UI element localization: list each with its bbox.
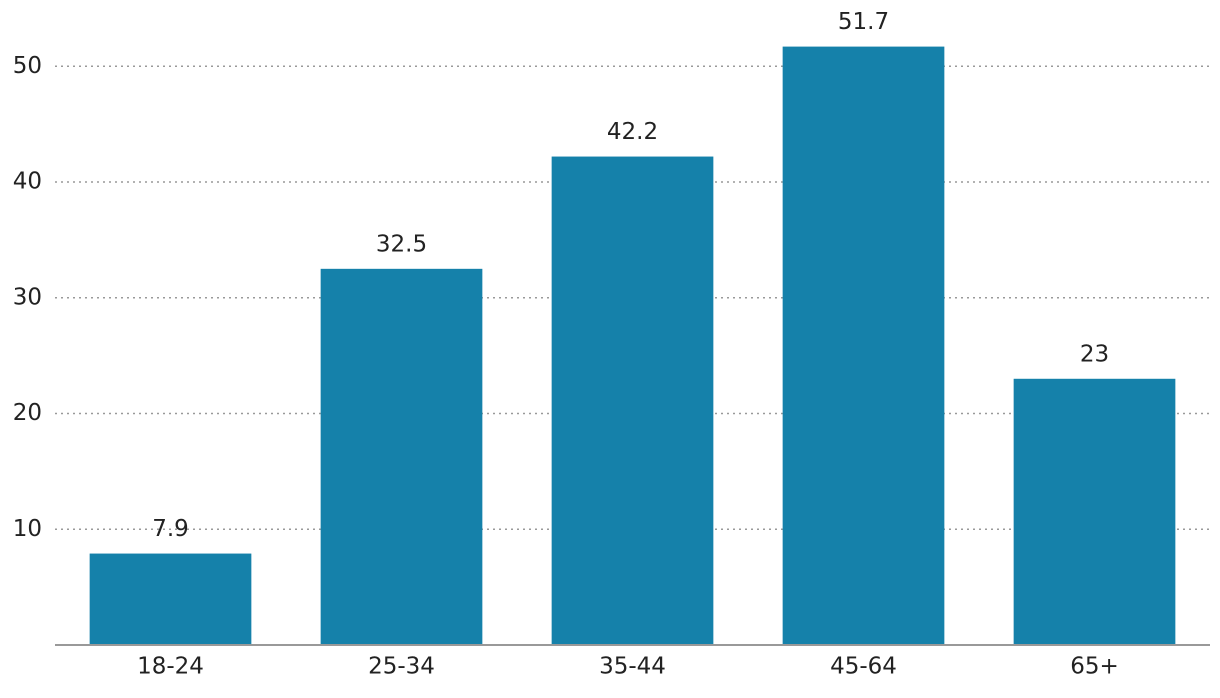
value-label: 51.7 bbox=[838, 9, 889, 35]
bars bbox=[89, 46, 1176, 645]
y-tick-label: 50 bbox=[13, 53, 42, 79]
y-tick-label: 20 bbox=[13, 400, 42, 426]
x-tick-label: 25-34 bbox=[368, 654, 435, 680]
y-tick-label: 40 bbox=[13, 169, 42, 195]
value-label: 32.5 bbox=[376, 231, 427, 257]
value-label: 23 bbox=[1080, 341, 1109, 367]
labels: 10 20 30 40 50 18-24 7.9 25-34 32.5 35-44 42.2 45-6… bbox=[13, 9, 1119, 679]
y-tick-label: 30 bbox=[13, 284, 42, 310]
value-label: 7.9 bbox=[152, 516, 189, 542]
bar bbox=[782, 46, 945, 645]
x-tick-label: 65+ bbox=[1070, 654, 1119, 680]
bar bbox=[320, 268, 483, 645]
x-tick-label: 18-24 bbox=[137, 654, 204, 680]
value-label: 42.2 bbox=[607, 119, 658, 145]
bar bbox=[89, 553, 252, 645]
x-tick-label: 35-44 bbox=[599, 654, 666, 680]
bar bbox=[551, 156, 714, 645]
x-tick-label: 45-64 bbox=[830, 654, 897, 680]
bar bbox=[1013, 378, 1176, 645]
y-tick-label: 10 bbox=[13, 516, 42, 542]
